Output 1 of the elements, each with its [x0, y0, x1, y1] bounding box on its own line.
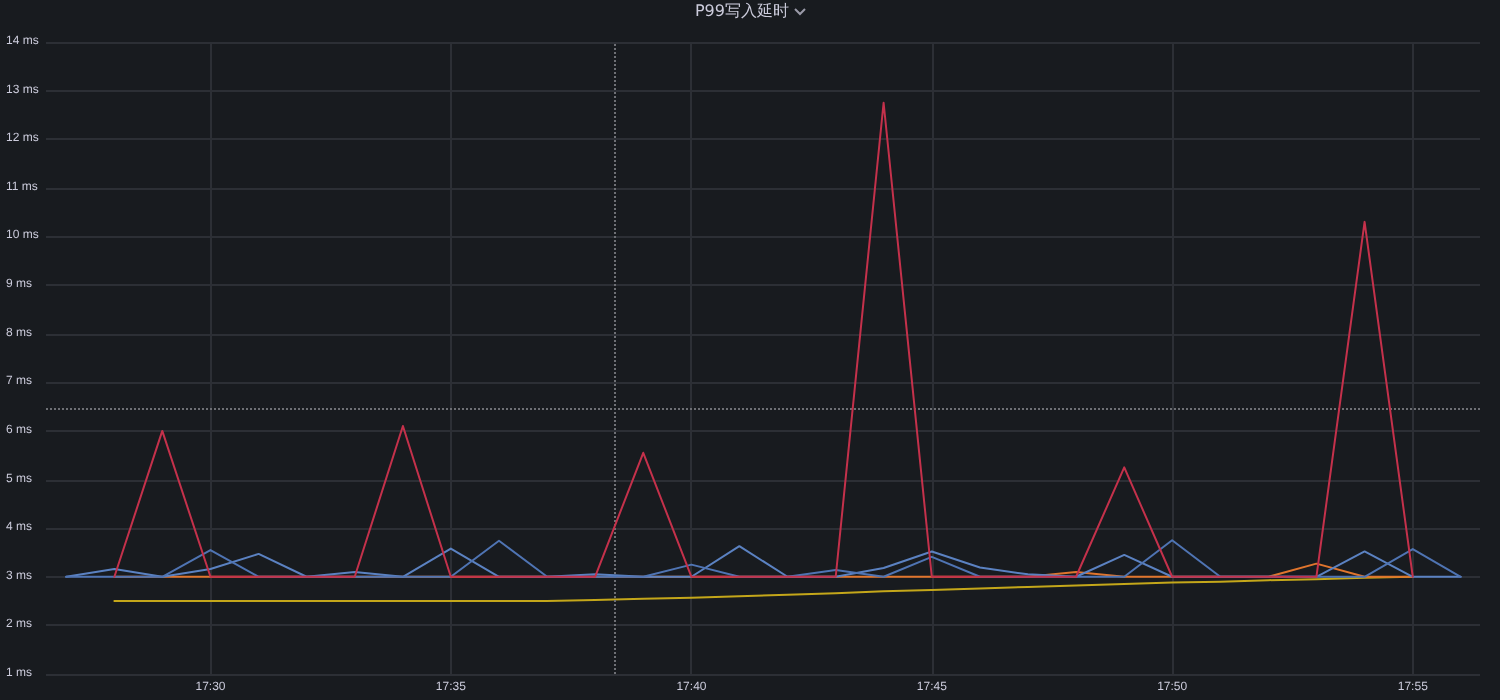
chart-title: P99写入延时 [694, 2, 789, 20]
